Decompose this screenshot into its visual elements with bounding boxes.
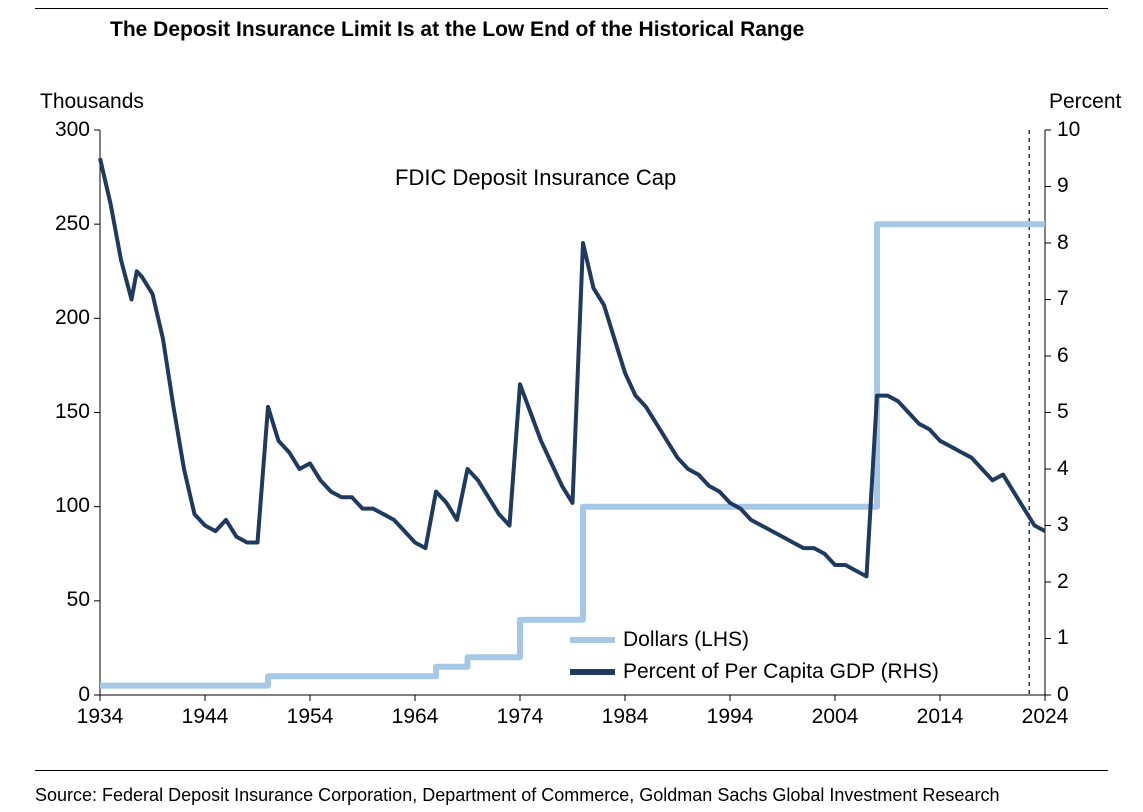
x-tick-label: 1974 bbox=[490, 705, 550, 729]
right-y-tick-label: 9 bbox=[1057, 174, 1069, 198]
left-y-tick-label: 50 bbox=[67, 588, 90, 612]
legend-item: Percent of Per Capita GDP (RHS) bbox=[570, 660, 939, 684]
right-y-tick-label: 1 bbox=[1057, 626, 1069, 650]
right-y-tick-label: 2 bbox=[1057, 570, 1069, 594]
right-y-tick-label: 8 bbox=[1057, 231, 1069, 255]
legend-label: Percent of Per Capita GDP (RHS) bbox=[623, 660, 939, 684]
right-y-tick-label: 5 bbox=[1057, 400, 1069, 424]
source-line: Source: Federal Deposit Insurance Corpor… bbox=[35, 785, 999, 806]
legend-line-icon bbox=[570, 637, 615, 643]
right-y-tick-label: 6 bbox=[1057, 344, 1069, 368]
x-tick-label: 1954 bbox=[280, 705, 340, 729]
right-y-tick-label: 0 bbox=[1057, 683, 1069, 707]
chart-plot bbox=[0, 0, 1143, 812]
x-tick-label: 2004 bbox=[805, 705, 865, 729]
right-y-tick-label: 4 bbox=[1057, 457, 1069, 481]
left-y-tick-label: 150 bbox=[55, 400, 90, 424]
x-tick-label: 1964 bbox=[385, 705, 445, 729]
left-y-tick-label: 0 bbox=[78, 683, 90, 707]
right-y-tick-label: 10 bbox=[1057, 118, 1080, 142]
legend-item: Dollars (LHS) bbox=[570, 628, 749, 652]
x-tick-label: 2014 bbox=[910, 705, 970, 729]
legend-label: Dollars (LHS) bbox=[623, 628, 749, 652]
left-y-tick-label: 200 bbox=[55, 306, 90, 330]
legend-line-icon bbox=[570, 669, 615, 675]
left-y-tick-label: 100 bbox=[55, 494, 90, 518]
x-tick-label: 2024 bbox=[1015, 705, 1075, 729]
bottom-rule bbox=[35, 770, 1108, 771]
x-tick-label: 1934 bbox=[70, 705, 130, 729]
right-y-tick-label: 3 bbox=[1057, 513, 1069, 537]
x-tick-label: 1984 bbox=[595, 705, 655, 729]
left-y-tick-label: 250 bbox=[55, 212, 90, 236]
left-y-tick-label: 300 bbox=[55, 118, 90, 142]
right-y-tick-label: 7 bbox=[1057, 287, 1069, 311]
x-tick-label: 1944 bbox=[175, 705, 235, 729]
x-tick-label: 1994 bbox=[700, 705, 760, 729]
